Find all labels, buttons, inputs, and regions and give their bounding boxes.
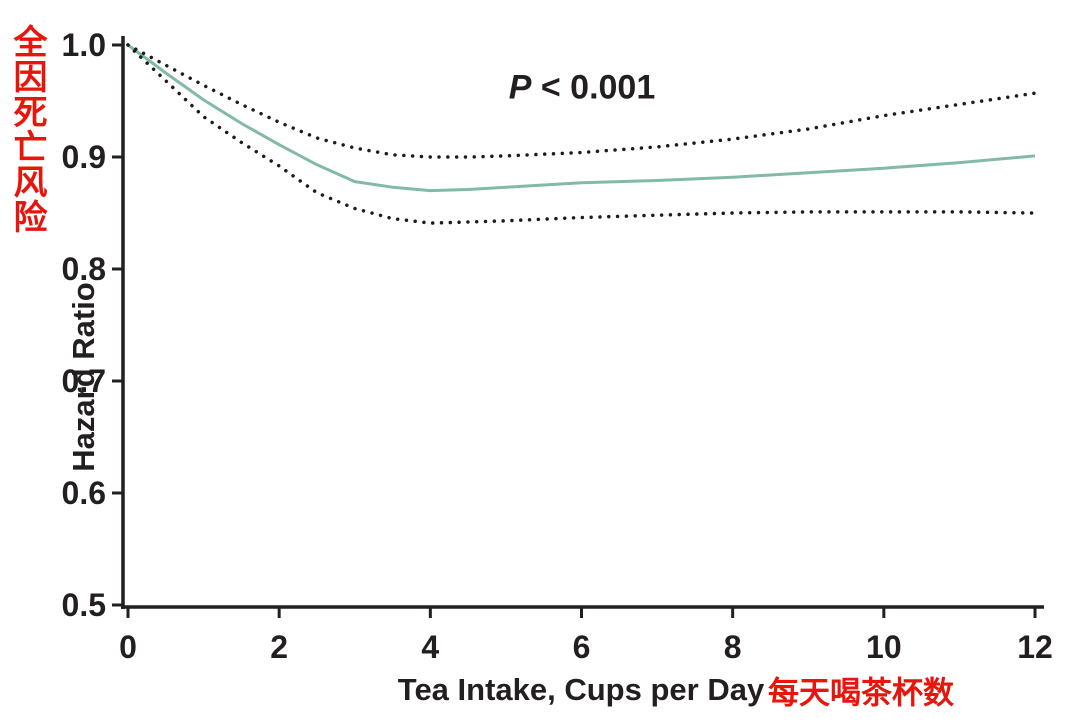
y-tick-label: 0.7	[62, 363, 106, 399]
p-symbol: P	[508, 68, 532, 107]
y-axis-label-chinese: 全因死亡风险	[8, 24, 46, 234]
y-tick-label: 0.6	[62, 475, 106, 511]
p-value-annotation: P < 0.001	[509, 69, 656, 108]
x-tick-label: 6	[573, 629, 591, 665]
x-tick-label: 12	[1017, 629, 1053, 665]
y-axis-label: Hazard Ratio	[66, 282, 101, 472]
x-tick-label: 0	[119, 629, 137, 665]
x-axis-label-chinese: 每天喝茶杯数	[768, 675, 954, 711]
series-hazard-ratio	[127, 43, 1036, 193]
y-tick-label: 1.0	[62, 27, 106, 63]
x-axis-label-english: Tea Intake, Cups per Day	[397, 672, 765, 707]
x-tick-label: 10	[866, 629, 902, 665]
y-tick-label: 0.5	[62, 587, 106, 623]
y-tick-label: 0.8	[62, 251, 106, 287]
series-ci-lower	[126, 43, 1037, 225]
series-ci-upper	[126, 43, 1037, 159]
y-tick-label: 0.9	[62, 139, 106, 175]
x-tick-label: 8	[724, 629, 742, 665]
p-value-text: < 0.001	[531, 68, 656, 107]
x-tick-label: 2	[270, 629, 288, 665]
x-tick-label: 4	[421, 629, 439, 665]
